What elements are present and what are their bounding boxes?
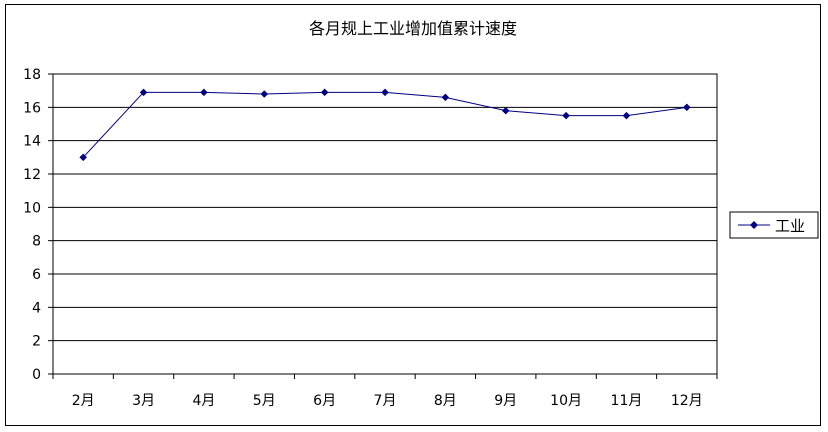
y-tick-label: 4 [32, 300, 41, 316]
data-point [79, 153, 88, 162]
x-tick-label: 9月 [494, 393, 517, 409]
gridlines [53, 73, 717, 342]
x-tick-label: 3月 [132, 393, 155, 409]
y-tick-label: 12 [23, 167, 41, 183]
y-tick-label: 18 [23, 67, 41, 83]
y-axis: 0 2 4 6 8 10 12 14 16 18 [23, 67, 53, 383]
x-tick-label: 5月 [253, 393, 276, 409]
series-layer [79, 88, 691, 162]
x-tick-label: 8月 [434, 393, 457, 409]
x-tick-label: 12月 [671, 393, 703, 409]
data-point [562, 111, 570, 120]
y-tick-label: 2 [32, 334, 41, 350]
x-axis: 2月 3月 4月 5月 6月 7月 8月 9月 10月 11月 12月 [52, 374, 718, 409]
y-tick-label: 16 [23, 100, 41, 116]
x-tick-label: 4月 [192, 393, 215, 409]
x-tick-label: 7月 [374, 393, 397, 409]
data-point [682, 103, 691, 112]
legend-label: 工业 [775, 217, 805, 235]
series-line [82, 91, 687, 158]
chart-title: 各月规上工业增加值累计速度 [309, 19, 517, 38]
x-tick-label: 10月 [550, 393, 582, 409]
x-tick-label: 2月 [72, 393, 95, 409]
data-point [622, 111, 631, 120]
data-point [260, 90, 269, 98]
data-point [381, 88, 389, 97]
legend-swatch-marker [750, 221, 758, 229]
x-tick-label: 6月 [313, 393, 336, 409]
data-point [320, 88, 329, 97]
y-tick-label: 0 [32, 367, 41, 383]
legend: 工业 [729, 211, 819, 239]
data-point [200, 88, 208, 97]
y-tick-label: 10 [23, 200, 41, 216]
x-tick-label: 11月 [611, 393, 643, 409]
y-tick-label: 6 [32, 267, 41, 283]
y-tick-label: 14 [23, 134, 41, 150]
plot-area [52, 73, 718, 375]
y-tick-label: 8 [32, 234, 41, 250]
data-point [139, 88, 148, 97]
data-point [441, 93, 450, 102]
data-point [501, 106, 510, 115]
